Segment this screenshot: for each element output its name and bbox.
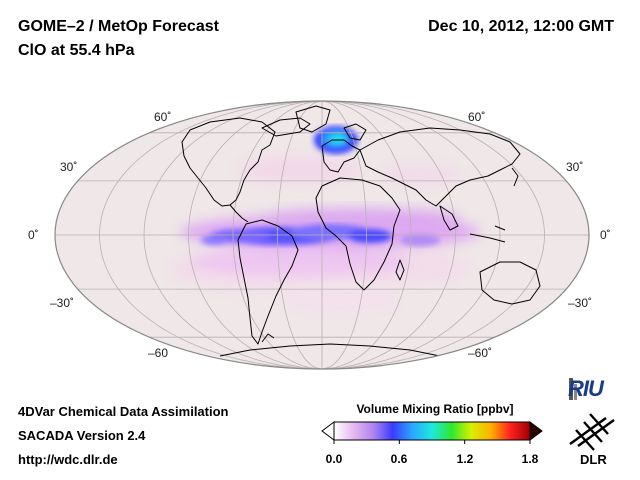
colorbar-low-arrow	[321, 421, 335, 441]
dlr-logo-icon	[569, 413, 615, 451]
footer-line-1: 4DVar Chemical Data Assimilation	[18, 404, 229, 419]
lat-label-left-m30: –30˚	[50, 296, 75, 310]
title-line-2: ClO at 55.4 hPa	[18, 42, 135, 59]
forecast-datetime: Dec 10, 2012, 12:00 GMT	[428, 18, 614, 35]
lat-label-left-30: 30˚	[60, 160, 78, 174]
colorbar-tick-0: 0.0	[325, 452, 343, 466]
coastlines	[181, 105, 541, 357]
colorbar-high-arrow	[529, 421, 543, 441]
dlr-logo-text: DLR	[580, 452, 607, 467]
colorbar	[321, 421, 543, 444]
lat-label-right-30: 30˚	[566, 160, 584, 174]
lat-label-left-60: 60˚	[154, 110, 172, 124]
colorbar-title: Volume Mixing Ratio [ppbv]	[356, 402, 514, 416]
colorbar-tick-1: 0.6	[390, 452, 408, 466]
footer-line-2: SACADA Version 2.4	[18, 428, 146, 443]
lat-label-right-0: 0˚	[600, 228, 611, 242]
title-line-1: GOME–2 / MetOp Forecast	[18, 18, 219, 35]
lat-label-right-m30: –30˚	[568, 296, 593, 310]
footer-url: http://wdc.dlr.de	[18, 452, 118, 467]
lat-label-right-m60: –60˚	[468, 346, 493, 360]
lat-label-left-0: 0˚	[28, 228, 39, 242]
map-outline	[54, 100, 590, 370]
lat-label-right-60: 60˚	[468, 110, 486, 124]
lat-label-left-m60: –60	[148, 346, 169, 360]
riu-logo-text: RIU	[568, 376, 604, 401]
colorbar-tick-2: 1.2	[456, 452, 474, 466]
riu-logo-icon	[569, 378, 577, 400]
colorbar-tick-3: 1.8	[521, 452, 539, 466]
